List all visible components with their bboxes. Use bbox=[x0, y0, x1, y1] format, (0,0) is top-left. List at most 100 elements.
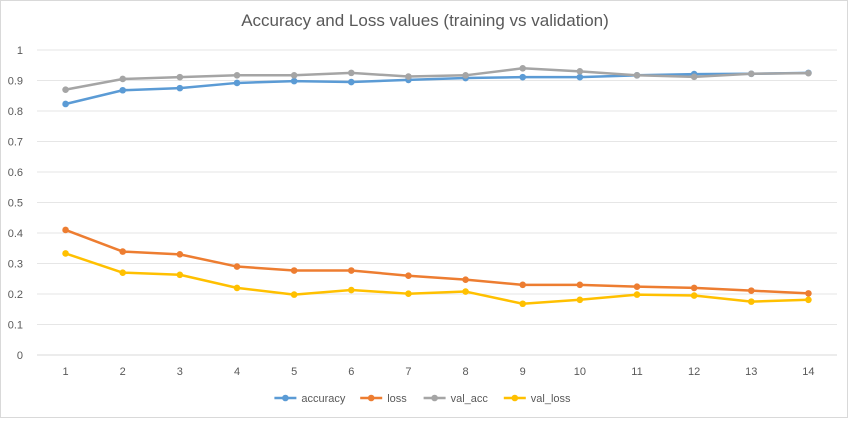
data-point bbox=[405, 272, 412, 280]
data-point bbox=[347, 267, 355, 274]
data-point bbox=[62, 226, 69, 234]
legend-swatch-marker bbox=[367, 394, 375, 402]
y-tick-label: 0.9 bbox=[8, 76, 23, 88]
data-point bbox=[462, 288, 469, 295]
x-tick-label: 11 bbox=[631, 366, 642, 378]
data-point bbox=[690, 284, 698, 292]
data-point bbox=[462, 72, 469, 79]
data-point bbox=[462, 276, 469, 283]
data-point bbox=[176, 73, 184, 81]
series-line bbox=[65, 252, 809, 306]
chart-title: Accuracy and Loss values (training vs va… bbox=[241, 11, 609, 30]
data-point bbox=[119, 75, 127, 83]
data-point bbox=[519, 281, 527, 289]
data-point bbox=[347, 78, 355, 86]
data-point bbox=[290, 267, 298, 274]
x-tick-label: 13 bbox=[745, 366, 757, 378]
legend: accuracy loss val_acc val_loss bbox=[274, 393, 571, 405]
x-axis-ticks: 1 2 3 4 5 6 7 8 9 10 11 12 13 14 bbox=[63, 366, 815, 378]
y-tick-label: 0.2 bbox=[8, 289, 23, 301]
data-point bbox=[405, 73, 412, 80]
data-point bbox=[747, 70, 755, 78]
gridlines bbox=[37, 49, 837, 356]
data-point bbox=[576, 73, 584, 81]
data-point bbox=[347, 286, 355, 294]
series-loss bbox=[62, 226, 812, 297]
series-lines bbox=[62, 65, 812, 308]
x-tick-label: 3 bbox=[177, 366, 183, 378]
y-tick-label: 1 bbox=[17, 45, 23, 57]
y-tick-label: 0.3 bbox=[8, 259, 23, 271]
x-tick-label: 14 bbox=[802, 366, 814, 378]
data-point bbox=[233, 284, 241, 292]
data-point bbox=[176, 84, 184, 92]
data-point bbox=[233, 72, 241, 79]
x-tick-label: 5 bbox=[291, 366, 297, 378]
data-point bbox=[747, 298, 755, 305]
series-line bbox=[65, 228, 809, 295]
y-tick-label: 0.7 bbox=[8, 137, 23, 149]
data-point bbox=[176, 271, 184, 279]
legend-item-loss: loss bbox=[360, 393, 407, 405]
series-line bbox=[65, 67, 809, 91]
data-point bbox=[233, 263, 241, 270]
legend-swatch-marker bbox=[431, 394, 438, 402]
legend-label: val_loss bbox=[531, 393, 571, 405]
x-tick-label: 8 bbox=[463, 366, 469, 378]
y-tick-label: 0.5 bbox=[8, 198, 23, 210]
data-point bbox=[119, 86, 127, 94]
data-point bbox=[405, 290, 412, 297]
x-tick-label: 1 bbox=[63, 366, 69, 378]
legend-label: val_acc bbox=[451, 393, 489, 405]
data-point bbox=[62, 250, 69, 257]
y-tick-label: 0.4 bbox=[8, 228, 23, 240]
y-tick-label: 0.1 bbox=[8, 320, 23, 332]
data-point bbox=[62, 100, 69, 108]
x-tick-label: 2 bbox=[120, 366, 126, 378]
data-point bbox=[119, 248, 127, 255]
data-point bbox=[576, 281, 584, 289]
data-point bbox=[633, 72, 641, 79]
data-point bbox=[290, 72, 298, 79]
y-tick-label: 0.8 bbox=[8, 106, 23, 118]
data-point bbox=[519, 300, 527, 308]
data-point bbox=[576, 68, 584, 75]
data-point bbox=[805, 296, 812, 304]
data-point bbox=[633, 283, 641, 290]
data-point bbox=[747, 287, 755, 294]
x-tick-label: 12 bbox=[688, 366, 700, 378]
data-point bbox=[290, 77, 298, 85]
data-point bbox=[119, 269, 127, 276]
chart-frame: Accuracy and Loss values (training vs va… bbox=[0, 0, 848, 418]
legend-item-val-loss: val_loss bbox=[503, 393, 571, 405]
x-tick-label: 6 bbox=[348, 366, 354, 378]
legend-swatch-marker bbox=[511, 394, 519, 402]
data-point bbox=[347, 69, 355, 77]
data-point bbox=[805, 69, 812, 77]
y-axis-ticks: 0 0.1 0.2 0.3 0.4 0.5 0.6 0.7 0.8 0.9 1 bbox=[8, 45, 23, 362]
data-point bbox=[176, 251, 184, 258]
legend-label: loss bbox=[387, 393, 407, 405]
x-tick-label: 9 bbox=[520, 366, 526, 378]
data-point bbox=[576, 296, 584, 304]
data-point bbox=[62, 86, 69, 93]
series-line bbox=[65, 71, 809, 106]
legend-item-val-acc: val_acc bbox=[423, 393, 489, 405]
x-tick-label: 7 bbox=[405, 366, 411, 378]
data-point bbox=[233, 79, 241, 87]
legend-label: accuracy bbox=[301, 393, 346, 405]
data-point bbox=[690, 292, 698, 299]
data-point bbox=[519, 73, 527, 81]
legend-item-accuracy: accuracy bbox=[274, 393, 346, 405]
data-point bbox=[690, 73, 698, 81]
y-tick-label: 0.6 bbox=[8, 167, 23, 179]
x-tick-label: 10 bbox=[574, 366, 586, 378]
data-point bbox=[633, 291, 641, 298]
data-point bbox=[519, 65, 527, 72]
legend-swatch-marker bbox=[282, 394, 289, 402]
x-tick-label: 4 bbox=[234, 366, 240, 378]
y-tick-label: 0 bbox=[17, 350, 23, 362]
data-point bbox=[290, 291, 298, 298]
series-val-loss bbox=[62, 250, 812, 308]
